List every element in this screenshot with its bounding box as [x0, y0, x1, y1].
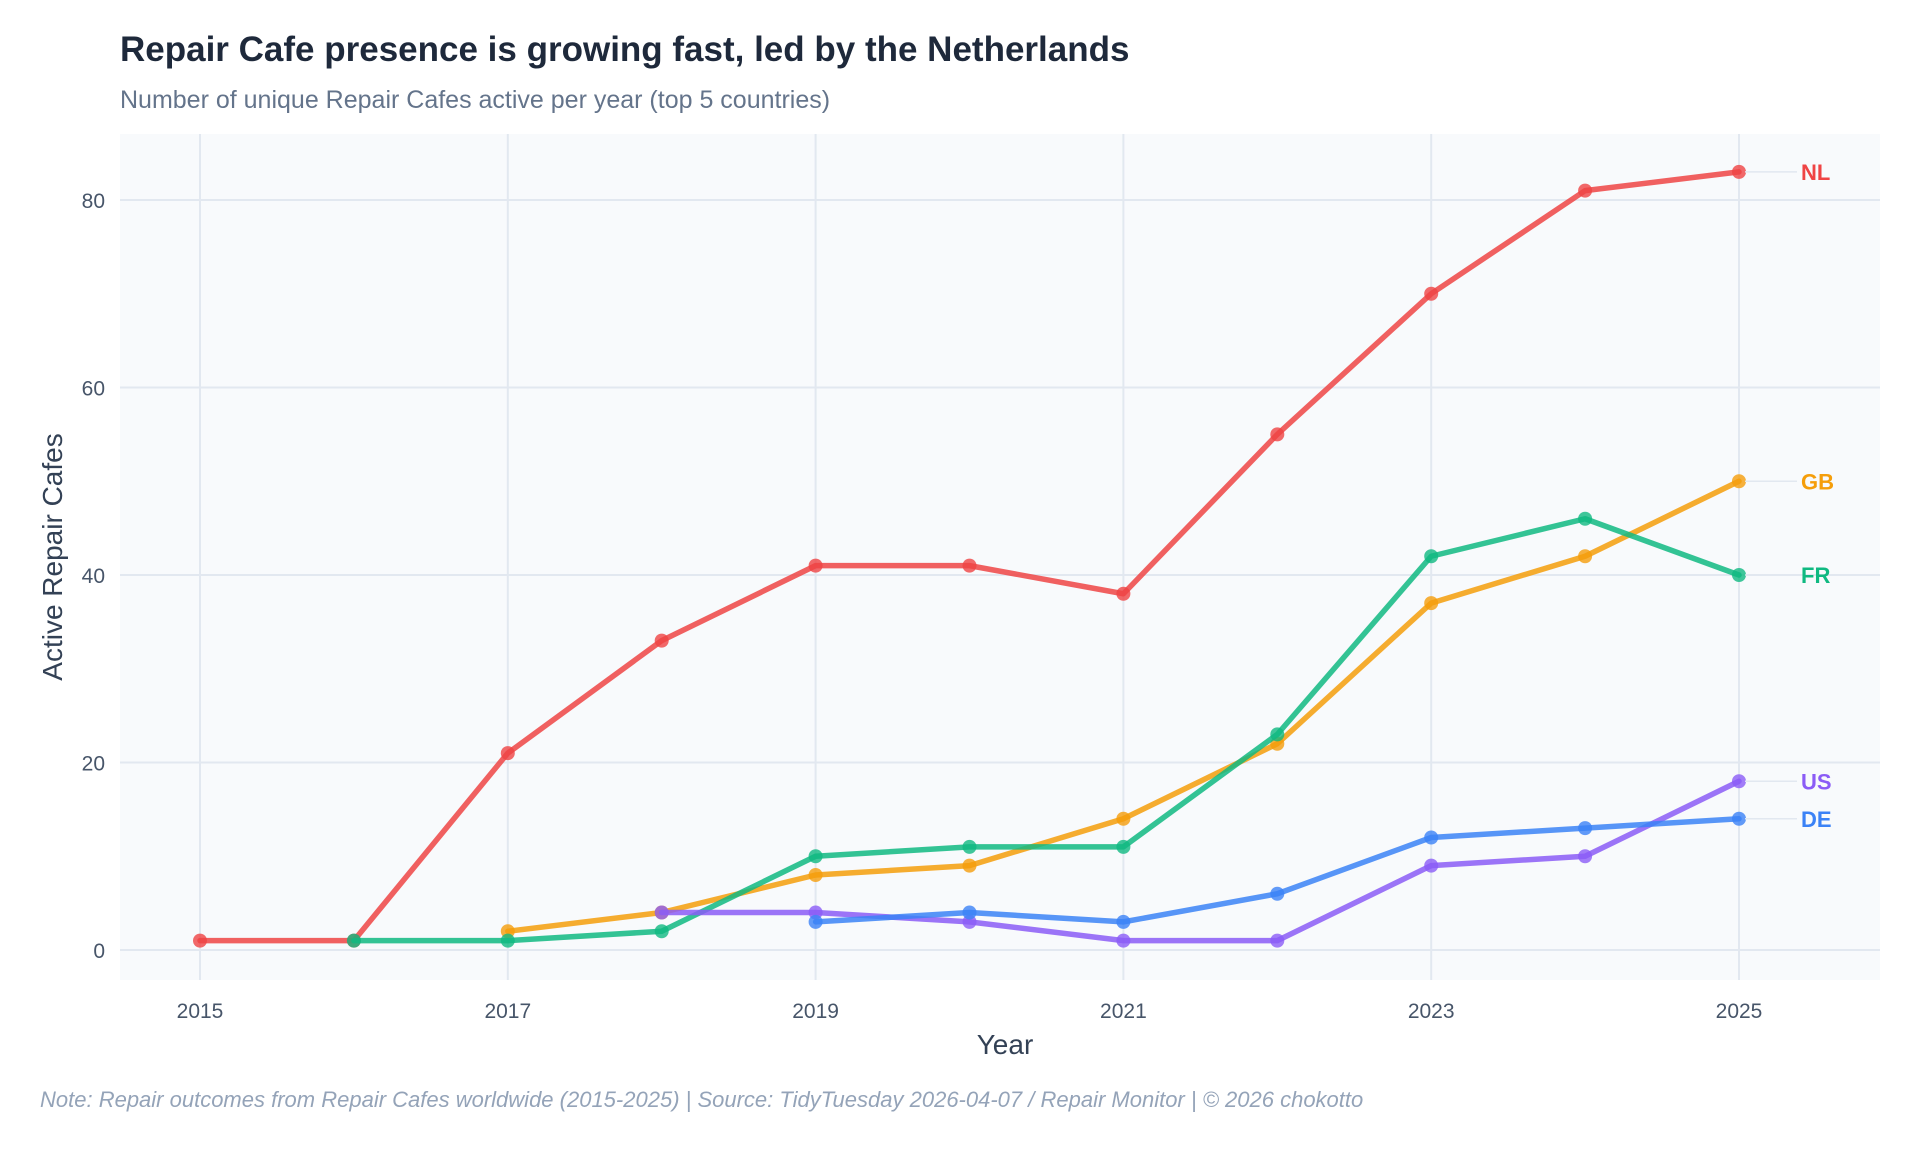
data-point [500, 746, 515, 761]
data-point [1578, 549, 1593, 564]
data-point [654, 924, 669, 939]
x-tick-label: 2019 [792, 1000, 839, 1023]
series-line [658, 778, 1742, 944]
footer-note: Note: Repair outcomes from Repair Cafes … [40, 1087, 1364, 1112]
data-point [1424, 549, 1439, 564]
data-point [808, 914, 823, 929]
data-point [1116, 811, 1131, 826]
data-point [1424, 858, 1439, 873]
data-point [962, 905, 977, 920]
data-point [193, 933, 207, 948]
y-axis-title: Active Repair Cafes [37, 433, 68, 680]
series-nl [193, 164, 1746, 948]
data-point [1578, 821, 1593, 836]
chart-title: Repair Cafe presence is growing fast, le… [120, 30, 1130, 69]
data-point [1424, 830, 1439, 845]
series-line [351, 516, 1742, 944]
data-point [1270, 427, 1285, 442]
chart-subtitle: Number of unique Repair Cafes active per… [120, 86, 831, 114]
series-lines [193, 164, 1746, 948]
x-tick-label: 2015 [177, 1000, 224, 1023]
data-point [500, 933, 515, 948]
data-point [1732, 164, 1746, 179]
series-fr [346, 511, 1746, 948]
data-point [808, 868, 823, 882]
data-point [1732, 811, 1746, 826]
data-point [1116, 914, 1131, 929]
data-point [1578, 849, 1593, 864]
x-axis-ticks: 2015 2017 2019 2021 2023 2025 [177, 1000, 1763, 1023]
series-label: GB [1801, 469, 1834, 494]
y-axis-ticks: 0 20 40 60 80 [82, 190, 105, 963]
y-tick-label: 20 [82, 753, 105, 776]
data-point [1732, 568, 1746, 582]
x-tick-label: 2021 [1100, 1000, 1147, 1023]
y-tick-label: 0 [93, 940, 105, 963]
data-point [1116, 839, 1131, 854]
data-point [808, 849, 823, 864]
data-point [1116, 933, 1131, 948]
x-axis-title: Year [977, 1029, 1034, 1060]
y-tick-label: 60 [82, 378, 105, 401]
data-point [1578, 183, 1593, 198]
data-point [962, 858, 977, 873]
data-point [1578, 511, 1593, 526]
x-tick-label: 2023 [1408, 1000, 1455, 1023]
x-tick-label: 2017 [484, 1000, 531, 1023]
series-label: NL [1801, 160, 1830, 185]
data-point [1424, 286, 1439, 301]
series-label: FR [1801, 563, 1830, 588]
data-point [1116, 586, 1131, 601]
y-tick-label: 40 [82, 565, 105, 588]
series-label: DE [1801, 807, 1832, 832]
data-point [962, 558, 977, 573]
data-point [346, 933, 361, 948]
data-point [1270, 886, 1285, 901]
series-labels: NL GB FR US DE [1745, 160, 1834, 832]
gridlines [120, 134, 1880, 980]
data-point [654, 905, 669, 920]
data-point [1732, 774, 1746, 789]
plot-background [120, 134, 1880, 980]
data-point [1732, 474, 1746, 489]
data-point [808, 558, 823, 573]
data-point [1424, 596, 1439, 611]
data-point [1270, 933, 1285, 948]
data-point [962, 839, 977, 854]
series-de [808, 811, 1746, 929]
data-point [1270, 727, 1285, 742]
y-tick-label: 80 [82, 190, 105, 213]
series-us [654, 774, 1746, 948]
series-label: US [1801, 769, 1832, 794]
x-tick-label: 2025 [1716, 1000, 1763, 1023]
data-point [654, 633, 669, 648]
